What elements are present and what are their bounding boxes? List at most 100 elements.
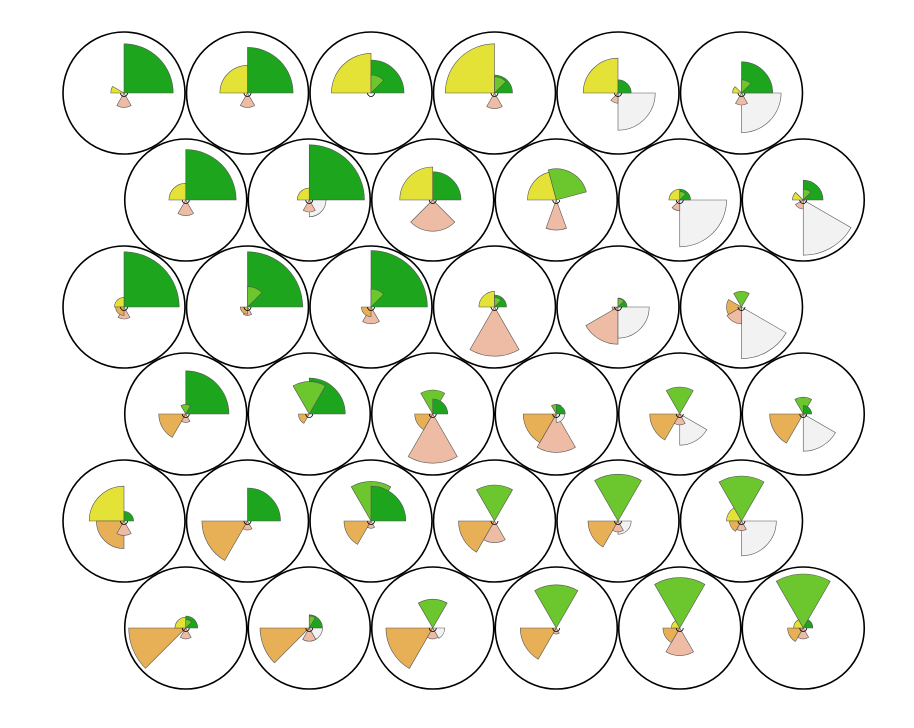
pie-wedge — [787, 627, 804, 642]
pie-center-marker — [490, 92, 499, 97]
pie-cell-r3-c4 — [617, 352, 742, 476]
pie-wedge — [741, 306, 787, 359]
pie-center-marker — [614, 520, 622, 525]
pie-center-marker — [428, 627, 437, 632]
pie-cell-r2-c4 — [556, 245, 680, 369]
pie-center-marker — [552, 199, 561, 204]
pie-center-marker — [181, 199, 190, 204]
pie-wedge — [545, 199, 567, 231]
pie-cell-r1-c5 — [741, 138, 866, 262]
pie-wedge — [110, 85, 126, 94]
pie-wedge — [494, 76, 507, 94]
pie-wedge — [555, 404, 566, 415]
pie-wedge — [483, 520, 506, 543]
pie-cell-r5-c4 — [617, 566, 742, 690]
pie-wedge — [802, 199, 852, 256]
pie-wedge — [802, 619, 814, 629]
pie-wedge — [114, 297, 125, 308]
pie-wedge — [370, 485, 407, 522]
pie-wedge — [308, 615, 316, 630]
pie-center-marker — [614, 306, 622, 311]
pie-wedge — [665, 386, 694, 415]
pie-wedge — [417, 598, 448, 629]
pie-center-marker — [243, 92, 252, 97]
pie-wedge — [239, 306, 248, 315]
pie-cell-r3-c1 — [247, 352, 372, 476]
pie-wedge — [247, 487, 281, 522]
pie-wedge — [555, 413, 565, 423]
pie-center-marker — [552, 413, 561, 418]
pie-cell-r4-c1 — [185, 459, 310, 583]
pie-center-marker — [367, 520, 375, 525]
pie-wedge — [308, 627, 323, 640]
pie-wedge — [308, 144, 365, 201]
pie-center-marker — [428, 413, 437, 418]
pie-wedge — [662, 627, 681, 643]
pie-wedge — [385, 627, 434, 669]
pie-wedge — [594, 473, 642, 522]
pie-center-marker — [305, 627, 314, 632]
pie-wedge — [219, 65, 248, 94]
pie-wedge — [679, 199, 727, 248]
pie-cell-r0-c0 — [62, 31, 186, 155]
pie-cell-r4-c0 — [62, 459, 186, 583]
pie-wedge — [476, 484, 513, 522]
pie-wedge — [370, 74, 385, 94]
pie-wedge — [185, 370, 230, 415]
pie-wedge — [469, 306, 520, 357]
pie-cell-r3-c3 — [494, 352, 619, 476]
pie-cell-r2-c1 — [185, 245, 310, 369]
pie-wedge — [116, 520, 132, 536]
pie-wedge — [617, 79, 632, 94]
pie-wedge — [174, 616, 187, 629]
pie-wedge — [802, 413, 836, 452]
pie-center-marker — [305, 413, 314, 418]
pie-wedge — [649, 413, 681, 441]
pie-wedge — [494, 297, 502, 308]
pie-wedge — [792, 191, 804, 201]
pie-wedge — [185, 149, 237, 201]
pie-center-marker — [490, 520, 499, 525]
pie-wedge — [426, 627, 439, 640]
pie-wedge — [797, 627, 810, 640]
pie-wedge — [242, 520, 253, 531]
pie-cell-r2-c0 — [62, 245, 186, 369]
pie-wedge — [617, 92, 656, 131]
pie-wedge — [617, 298, 625, 308]
pie-wedge — [370, 288, 385, 308]
pie-wedge — [296, 187, 310, 201]
pie-wedge — [654, 577, 706, 629]
pie-wedge — [185, 619, 193, 629]
pie-wedge — [741, 79, 752, 94]
pie-wedge — [96, 520, 125, 549]
pie-center-marker — [737, 92, 746, 97]
pie-center-marker — [243, 306, 252, 311]
pie-wedge — [793, 619, 804, 629]
pie-center-marker — [367, 92, 375, 97]
pie-wedge — [407, 413, 458, 464]
pie-center-marker — [367, 306, 375, 311]
pie-cell-r0-c3 — [432, 31, 557, 155]
pie-wedge — [534, 584, 579, 629]
pie-cell-r1-c4 — [617, 138, 742, 262]
pie-wedge — [668, 188, 681, 201]
pie-cell-r4-c4 — [556, 459, 680, 583]
pie-wedge — [308, 199, 327, 218]
pie-wedge — [671, 620, 681, 629]
pie-wedge — [458, 520, 496, 553]
pie-wedge — [168, 182, 187, 201]
pie-cell-r3-c5 — [741, 352, 866, 476]
pie-cell-r0-c2 — [309, 31, 433, 155]
pie-wedge — [726, 306, 742, 325]
pie-wedge — [486, 92, 503, 109]
pie-wedge — [617, 306, 650, 339]
pie-wedge — [88, 485, 125, 522]
pie-wedge — [679, 413, 708, 446]
pie-cell-r5-c2 — [370, 566, 495, 690]
pie-center-marker — [675, 627, 684, 632]
pie-cell-r1-c2 — [370, 138, 495, 262]
pie-center-marker — [120, 92, 128, 97]
pie-center-marker — [120, 520, 128, 525]
pie-center-marker — [737, 520, 746, 525]
